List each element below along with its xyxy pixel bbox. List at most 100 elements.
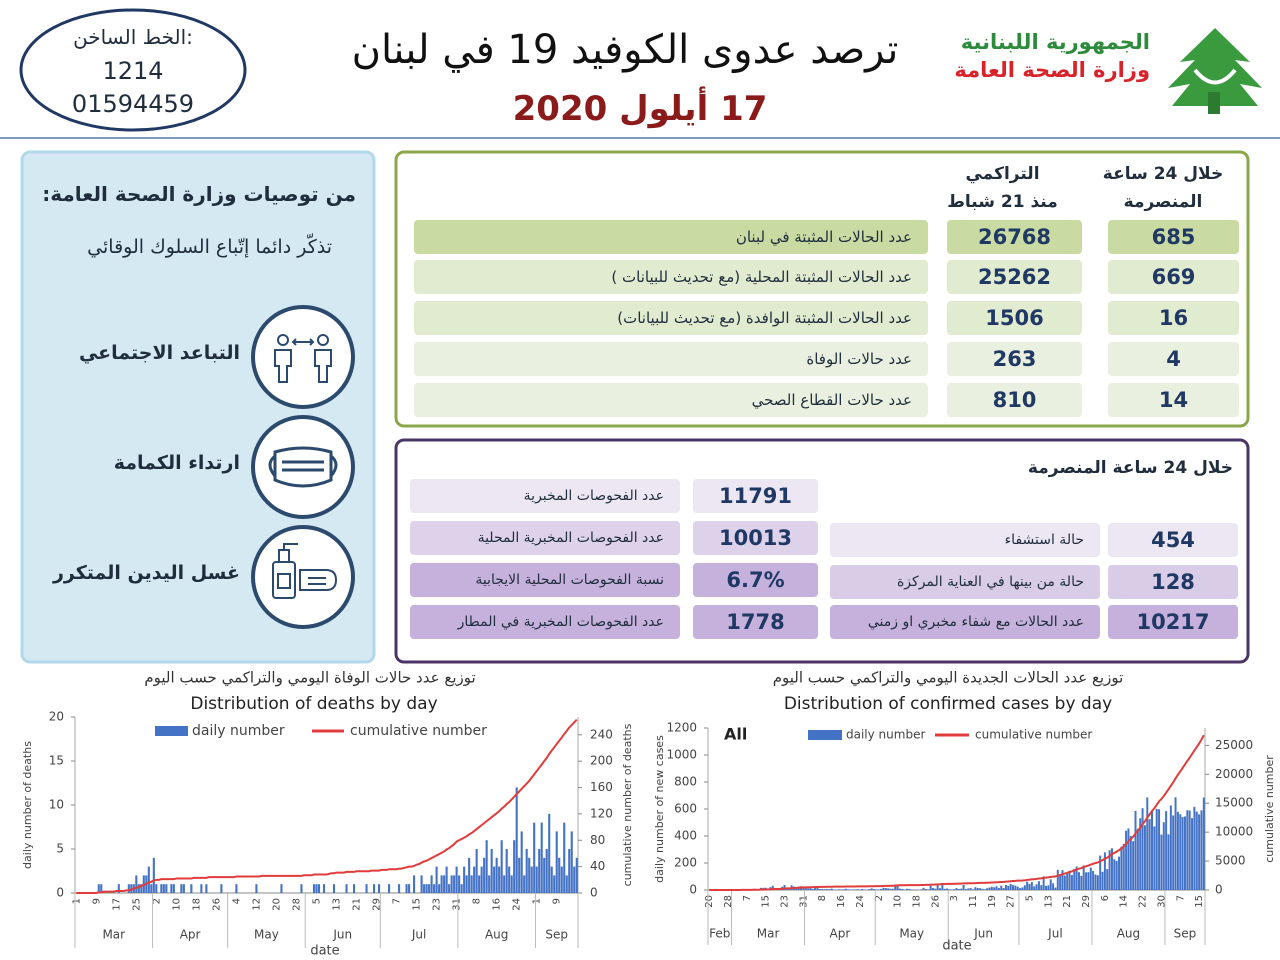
month-label: Aug (485, 928, 508, 942)
hospital-label: عدد الحالات مع شفاء مخبري او زمني (830, 605, 1100, 639)
y2-tick-label: 80 (590, 833, 605, 847)
x-tick-label: 16 (836, 895, 847, 908)
bar (946, 888, 949, 890)
month-label: Jun (973, 927, 993, 941)
bar (1191, 818, 1194, 890)
bar (840, 889, 843, 890)
bar (510, 875, 513, 893)
x-tick-label: 3 (949, 895, 960, 901)
bar (1101, 871, 1104, 890)
bar (1085, 872, 1088, 890)
y2-axis-label: cumulative number (1263, 755, 1276, 863)
bar (974, 887, 977, 890)
month-label: Jun (332, 928, 352, 942)
bar (1033, 886, 1036, 890)
bar (891, 888, 894, 890)
bar (1045, 885, 1047, 890)
y-tick-label: 600 (674, 802, 697, 816)
bar (1167, 834, 1170, 890)
bar (887, 888, 890, 890)
bar (1066, 873, 1069, 890)
bar (990, 886, 993, 890)
bar (450, 875, 453, 893)
x-tick-label: 1 (532, 898, 543, 904)
bar (906, 888, 909, 890)
bar (1075, 866, 1078, 890)
bar (873, 889, 876, 890)
cumulative-value: 1506 (947, 301, 1082, 335)
bar (315, 884, 318, 893)
x-tick-label: 17 (111, 898, 122, 911)
month-label: Mar (757, 927, 780, 941)
bar (1070, 875, 1073, 890)
bar (1007, 885, 1010, 890)
bar (1195, 811, 1198, 890)
y-tick-label: 800 (674, 775, 697, 789)
test-value: 6.7% (693, 563, 818, 597)
bar (957, 889, 960, 890)
bar (995, 886, 998, 890)
bar (1026, 881, 1029, 890)
bar (460, 884, 463, 893)
bar (513, 840, 516, 893)
x-tick-label: 29 (1081, 895, 1092, 908)
bar (804, 887, 807, 890)
bar (997, 887, 1000, 890)
bar (280, 884, 283, 893)
icon-circles (251, 305, 355, 629)
y2-tick-label: 15000 (1215, 796, 1253, 810)
x-tick-label: 23 (432, 898, 443, 911)
bar (147, 866, 150, 893)
bar (1052, 883, 1055, 890)
bar (1139, 818, 1142, 890)
bar (1082, 865, 1085, 890)
bar (1049, 879, 1052, 890)
bar (948, 889, 951, 890)
x-tick-label: 13 (332, 898, 343, 911)
bar (1160, 834, 1163, 890)
bar (555, 831, 558, 893)
x-axis-label: date (310, 944, 339, 959)
bar (1012, 885, 1015, 890)
legend-label: daily number (846, 728, 925, 742)
bar (894, 884, 897, 890)
daily-value: 4 (1108, 342, 1239, 376)
bar (971, 889, 974, 890)
bar (573, 866, 576, 893)
bar (1061, 870, 1064, 890)
bar (473, 866, 476, 893)
hospital-value: 128 (1108, 565, 1238, 599)
bar (1153, 826, 1156, 890)
cumulative-value: 810 (947, 383, 1082, 417)
bar (939, 888, 942, 890)
bar (523, 875, 526, 893)
daily-value: 669 (1108, 260, 1239, 294)
hospital-label: حالة استشفاء (830, 523, 1100, 557)
column-header: منذ 21 شباط (947, 192, 1058, 212)
bar (465, 875, 468, 893)
month-label: Jul (1047, 927, 1062, 941)
month-label: Mar (102, 928, 125, 942)
bar (470, 875, 473, 893)
bar (455, 866, 458, 893)
x-tick-label: 27 (1006, 895, 1017, 908)
sanitizer-icon (272, 543, 338, 599)
bar (220, 884, 223, 893)
x-tick-label: 4 (231, 898, 242, 904)
bar (854, 889, 857, 890)
bar (1002, 887, 1005, 890)
bar (378, 884, 381, 893)
bar (413, 875, 416, 893)
bar (1035, 884, 1038, 890)
x-tick-label: 28 (291, 898, 302, 911)
y2-axis-label: cumulative number of deaths (621, 723, 634, 886)
bar (550, 866, 553, 893)
bar (1202, 797, 1205, 890)
y2-tick-label: 240 (590, 727, 613, 741)
bar (433, 884, 436, 893)
bar (1172, 815, 1175, 890)
bar (837, 889, 840, 890)
bar (807, 888, 810, 890)
bar (1037, 881, 1040, 890)
bar (882, 887, 885, 890)
